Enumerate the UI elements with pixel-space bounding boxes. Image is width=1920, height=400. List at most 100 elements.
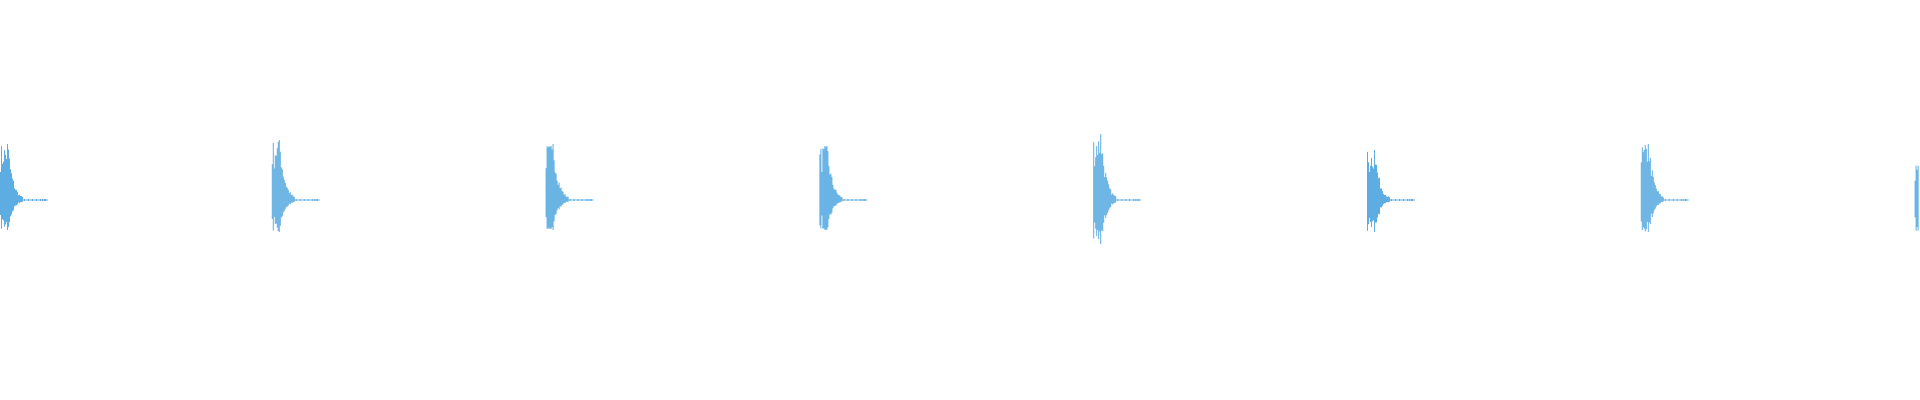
waveform-sample — [551, 149, 553, 228]
waveform-sample — [859, 199, 861, 201]
waveform-sample — [1647, 144, 1649, 232]
waveform-sample — [1376, 164, 1377, 223]
waveform-sample — [572, 199, 574, 201]
waveform-sample — [1112, 193, 1114, 205]
waveform-sample — [1641, 147, 1643, 231]
waveform-sample — [582, 199, 584, 201]
waveform-sample — [296, 199, 298, 201]
waveform-sample — [835, 189, 837, 206]
waveform-sample — [1655, 188, 1657, 207]
waveform-sample — [585, 199, 587, 201]
waveform-sample — [1139, 199, 1141, 201]
waveform-sample — [294, 199, 296, 201]
waveform-sample — [1672, 199, 1674, 201]
waveform-sample — [306, 199, 308, 201]
waveform-sample — [28, 199, 29, 201]
waveform-sample — [1103, 165, 1105, 223]
waveform-sample — [1396, 199, 1397, 201]
waveform-sample — [1096, 146, 1098, 236]
waveform-sample — [1648, 161, 1650, 223]
waveform-burst — [1093, 134, 1142, 244]
waveform-sample — [23, 199, 24, 201]
waveform-sample — [1684, 199, 1686, 201]
waveform-sample — [1666, 199, 1668, 201]
waveform-sample — [312, 199, 314, 201]
waveform-sample — [574, 199, 576, 201]
waveform-sample — [1097, 155, 1099, 230]
waveform-sample — [298, 199, 300, 201]
waveform-sample — [1388, 196, 1389, 203]
waveform-sample — [1095, 157, 1097, 229]
waveform-sample — [848, 199, 850, 201]
waveform-sample — [586, 199, 588, 201]
waveform-sample — [819, 154, 821, 226]
waveform-sample — [1098, 141, 1100, 240]
waveform-sample — [1101, 154, 1103, 231]
waveform-sample — [1652, 176, 1654, 214]
waveform-sample — [552, 144, 554, 230]
waveform-sample — [36, 199, 37, 201]
waveform-sample — [861, 199, 863, 201]
waveform-sample — [1106, 177, 1108, 216]
waveform-sample — [41, 199, 42, 201]
waveform-sample — [308, 199, 310, 201]
waveform-sample — [11, 173, 12, 215]
waveform-sample — [1665, 199, 1667, 201]
waveform-sample — [1372, 166, 1373, 222]
waveform-sample — [1646, 161, 1648, 222]
waveform-sample — [21, 195, 22, 203]
waveform-sample — [315, 199, 317, 201]
waveform-sample — [846, 199, 848, 201]
waveform-sample — [47, 199, 48, 201]
waveform-sample — [310, 199, 312, 201]
waveform-sample — [1680, 199, 1682, 201]
waveform-sample — [1678, 199, 1680, 201]
waveform-sample — [283, 179, 285, 211]
waveform-sample — [1137, 199, 1139, 201]
waveform-sample — [836, 192, 838, 205]
waveform-sample — [1387, 196, 1388, 203]
waveform-sample — [856, 199, 858, 201]
waveform-sample — [556, 180, 558, 211]
waveform-sample — [558, 182, 560, 210]
waveform-sample — [549, 146, 551, 229]
waveform-sample — [826, 146, 828, 230]
waveform-sample — [20, 196, 21, 203]
waveform-sample — [850, 199, 852, 201]
waveform-sample — [15, 189, 16, 206]
waveform-sample — [1389, 197, 1390, 202]
waveform-sample — [824, 146, 826, 230]
waveform-sample — [864, 199, 866, 201]
waveform-sample — [571, 199, 573, 201]
waveform-sample — [567, 196, 569, 202]
waveform-sample — [849, 199, 851, 201]
waveform-sample — [1132, 199, 1134, 201]
waveform-sample — [1640, 162, 1642, 222]
waveform-sample — [1390, 199, 1391, 201]
waveform-sample — [273, 168, 275, 217]
waveform-sample — [1133, 199, 1135, 201]
waveform-sample — [1916, 169, 1918, 228]
waveform-sample — [855, 199, 857, 201]
waveform-sample — [272, 142, 274, 231]
waveform-sample — [569, 199, 571, 201]
waveform-sample — [1410, 199, 1411, 201]
waveform-sample — [29, 199, 30, 201]
waveform-sample — [1915, 165, 1917, 231]
waveform-sample — [1375, 164, 1376, 223]
waveform-sample — [1668, 199, 1670, 201]
waveform-sample — [1110, 189, 1112, 208]
waveform-sample — [1686, 199, 1688, 201]
waveform-sample — [1130, 199, 1132, 201]
waveform-sample — [1667, 199, 1669, 201]
waveform-sample — [579, 199, 581, 201]
waveform-sample — [285, 186, 287, 208]
waveform-sample — [293, 196, 295, 202]
waveform-sample — [1368, 162, 1369, 225]
waveform-sample — [563, 194, 565, 203]
waveform-sample — [590, 199, 592, 201]
waveform-sample — [4, 150, 5, 227]
waveform-sample — [580, 199, 582, 201]
waveform-sample — [38, 199, 39, 201]
